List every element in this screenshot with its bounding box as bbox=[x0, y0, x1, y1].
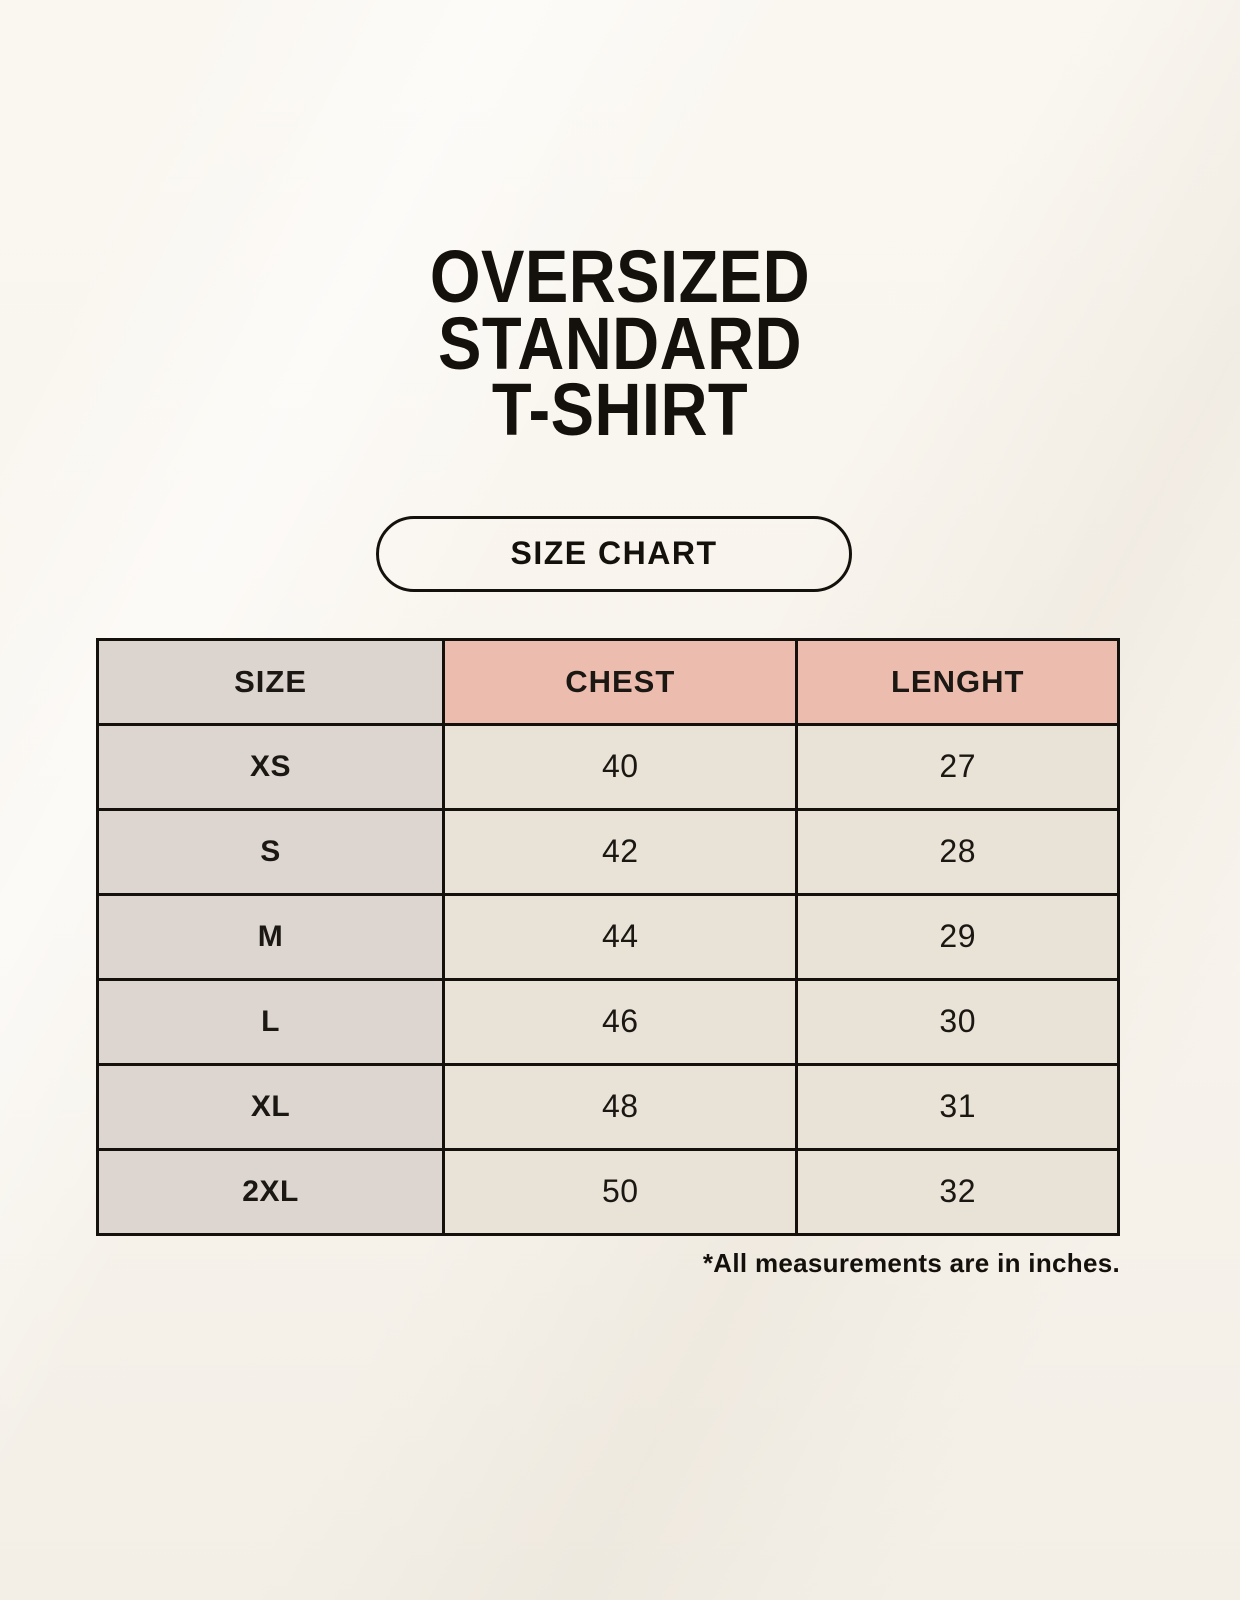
table-row: L 46 30 bbox=[95, 977, 1120, 1066]
table-row: XL 48 31 bbox=[95, 1062, 1120, 1151]
title-line-2: STANDARD bbox=[437, 301, 803, 385]
chest-value: 42 bbox=[442, 807, 799, 896]
size-chart-table: SIZE CHEST LENGHT XS 40 27 S 42 28 M 44 … bbox=[95, 637, 1120, 1236]
size-chart-button[interactable]: SIZE CHART bbox=[376, 515, 852, 592]
measurements-note: *All measurements are in inches. bbox=[702, 1247, 1120, 1278]
size-label: XL bbox=[95, 1062, 446, 1151]
chest-value: 46 bbox=[442, 977, 799, 1066]
length-value: 32 bbox=[795, 1147, 1120, 1236]
chest-value: 48 bbox=[442, 1062, 799, 1151]
title-line-1: OVERSIZED bbox=[429, 235, 811, 318]
size-label: S bbox=[95, 807, 446, 896]
header-chest: CHEST bbox=[442, 637, 799, 726]
table-row: 2XL 50 32 bbox=[95, 1147, 1120, 1236]
length-value: 28 bbox=[795, 807, 1120, 896]
title-line-3: T-SHIRT bbox=[491, 368, 749, 452]
table-row: M 44 29 bbox=[95, 892, 1120, 981]
chest-value: 44 bbox=[442, 892, 799, 981]
length-value: 31 bbox=[795, 1062, 1120, 1151]
length-value: 29 bbox=[795, 892, 1120, 981]
table-row: S 42 28 bbox=[95, 807, 1120, 896]
header-length: LENGHT bbox=[795, 637, 1120, 726]
page-title: OVERSIZED STANDARD T-SHIRT bbox=[74, 235, 1165, 452]
size-label: M bbox=[95, 892, 446, 981]
length-value: 30 bbox=[795, 977, 1120, 1066]
header-size: SIZE bbox=[95, 637, 446, 726]
size-label: L bbox=[95, 977, 446, 1066]
chest-value: 40 bbox=[442, 722, 799, 811]
size-label: 2XL bbox=[95, 1147, 446, 1236]
size-label: XS bbox=[95, 722, 446, 811]
table-header-row: SIZE CHEST LENGHT bbox=[95, 637, 1120, 726]
table-row: XS 40 27 bbox=[95, 722, 1120, 811]
chest-value: 50 bbox=[442, 1147, 799, 1236]
length-value: 27 bbox=[795, 722, 1120, 811]
